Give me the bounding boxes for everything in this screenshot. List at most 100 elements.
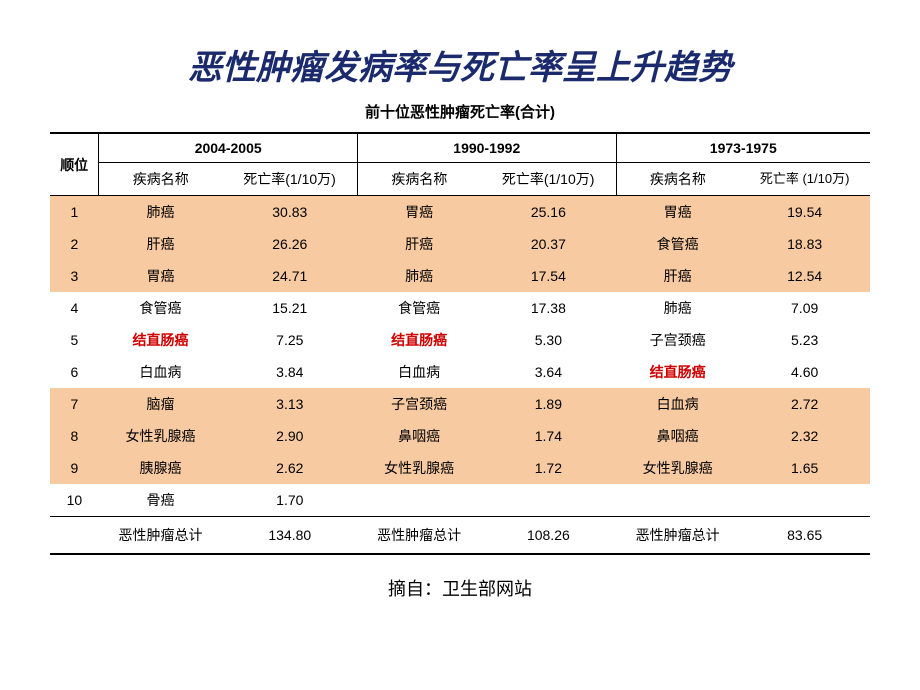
- cell-p2r: 1.65: [739, 452, 870, 484]
- total-blank: [50, 517, 99, 555]
- cell-p2n: 女性乳腺癌: [616, 452, 739, 484]
- cell-rank: 2: [50, 228, 99, 260]
- cell-rank: 3: [50, 260, 99, 292]
- table-header-row-cols: 疾病名称 死亡率(1/10万) 疾病名称 死亡率(1/10万) 疾病名称 死亡率…: [50, 163, 870, 196]
- cell-p0n: 脑瘤: [99, 388, 222, 420]
- cell-p0n: 食管癌: [99, 292, 222, 324]
- cell-p2n: 结直肠癌: [616, 356, 739, 388]
- table-row: 4食管癌15.21食管癌17.38肺癌7.09: [50, 292, 870, 324]
- col-name-0: 疾病名称: [99, 163, 222, 196]
- cell-p2n: 胃癌: [616, 196, 739, 229]
- cell-rank: 10: [50, 484, 99, 517]
- cell-p0r: 15.21: [222, 292, 357, 324]
- cell-p0r: 30.83: [222, 196, 357, 229]
- cell-p1n: 肝癌: [357, 228, 480, 260]
- total-row: 恶性肿瘤总计 134.80 恶性肿瘤总计 108.26 恶性肿瘤总计 83.65: [50, 517, 870, 555]
- cell-p1r: 17.38: [481, 292, 616, 324]
- table-row: 2肝癌26.26肝癌20.37食管癌18.83: [50, 228, 870, 260]
- cell-p2r: 5.23: [739, 324, 870, 356]
- col-rank: 顺位: [50, 133, 99, 196]
- cell-p0n: 肝癌: [99, 228, 222, 260]
- cell-p2r: 18.83: [739, 228, 870, 260]
- cell-rank: 9: [50, 452, 99, 484]
- period-1: 1990-1992: [357, 133, 616, 163]
- table-row: 8女性乳腺癌2.90鼻咽癌1.74鼻咽癌2.32: [50, 420, 870, 452]
- period-0: 2004-2005: [99, 133, 358, 163]
- cell-p1n: [357, 484, 480, 517]
- cell-p0r: 1.70: [222, 484, 357, 517]
- cell-p2n: [616, 484, 739, 517]
- cell-p1r: 1.72: [481, 452, 616, 484]
- cell-p2n: 白血病: [616, 388, 739, 420]
- table-row: 9胰腺癌2.62女性乳腺癌1.72女性乳腺癌1.65: [50, 452, 870, 484]
- cell-p1r: 1.89: [481, 388, 616, 420]
- cell-p0r: 7.25: [222, 324, 357, 356]
- col-name-1: 疾病名称: [357, 163, 480, 196]
- cell-p1n: 胃癌: [357, 196, 480, 229]
- table-body: 1肺癌30.83胃癌25.16胃癌19.542肝癌26.26肝癌20.37食管癌…: [50, 196, 870, 517]
- cell-p0n: 骨癌: [99, 484, 222, 517]
- table-header-row-periods: 顺位 2004-2005 1990-1992 1973-1975: [50, 133, 870, 163]
- col-name-2: 疾病名称: [616, 163, 739, 196]
- source-note: 摘自：卫生部网站: [50, 575, 870, 601]
- cell-rank: 6: [50, 356, 99, 388]
- cell-p1n: 白血病: [357, 356, 480, 388]
- cell-p2r: 12.54: [739, 260, 870, 292]
- cell-p0n: 结直肠癌: [99, 324, 222, 356]
- col-rate-2: 死亡率 (1/10万): [739, 163, 870, 196]
- cell-p2n: 鼻咽癌: [616, 420, 739, 452]
- cell-p1n: 鼻咽癌: [357, 420, 480, 452]
- cell-p0r: 26.26: [222, 228, 357, 260]
- cell-p2r: 7.09: [739, 292, 870, 324]
- cell-p1r: 17.54: [481, 260, 616, 292]
- cell-p0r: 2.90: [222, 420, 357, 452]
- cell-p1r: [481, 484, 616, 517]
- cell-p2r: 4.60: [739, 356, 870, 388]
- cancer-mortality-table: 顺位 2004-2005 1990-1992 1973-1975 疾病名称 死亡…: [50, 132, 870, 555]
- table-row: 5结直肠癌7.25结直肠癌5.30子宫颈癌5.23: [50, 324, 870, 356]
- cell-p1r: 25.16: [481, 196, 616, 229]
- table-row: 7脑瘤3.13子宫颈癌1.89白血病2.72: [50, 388, 870, 420]
- cell-p0n: 女性乳腺癌: [99, 420, 222, 452]
- cell-p2r: [739, 484, 870, 517]
- cell-p0r: 24.71: [222, 260, 357, 292]
- cell-p0r: 3.84: [222, 356, 357, 388]
- cell-p1n: 子宫颈癌: [357, 388, 480, 420]
- cell-p2n: 子宫颈癌: [616, 324, 739, 356]
- cell-p0n: 肺癌: [99, 196, 222, 229]
- cell-p0n: 白血病: [99, 356, 222, 388]
- table-row: 10骨癌1.70: [50, 484, 870, 517]
- page-subtitle: 前十位恶性肿瘤死亡率(合计): [50, 101, 870, 122]
- col-rate-1: 死亡率(1/10万): [481, 163, 616, 196]
- cell-rank: 8: [50, 420, 99, 452]
- cell-p1r: 5.30: [481, 324, 616, 356]
- cell-p0n: 胰腺癌: [99, 452, 222, 484]
- cell-p0n: 胃癌: [99, 260, 222, 292]
- cell-p1n: 肺癌: [357, 260, 480, 292]
- cell-rank: 7: [50, 388, 99, 420]
- cell-p0r: 3.13: [222, 388, 357, 420]
- total-label-0: 恶性肿瘤总计: [99, 517, 222, 555]
- cell-p1n: 食管癌: [357, 292, 480, 324]
- page-title: 恶性肿瘤发病率与死亡率呈上升趋势: [50, 40, 870, 89]
- cell-p0r: 2.62: [222, 452, 357, 484]
- cell-p1r: 20.37: [481, 228, 616, 260]
- cell-p2n: 肺癌: [616, 292, 739, 324]
- cell-p2r: 19.54: [739, 196, 870, 229]
- table-row: 1肺癌30.83胃癌25.16胃癌19.54: [50, 196, 870, 229]
- cell-p1r: 3.64: [481, 356, 616, 388]
- table-row: 3胃癌24.71肺癌17.54肝癌12.54: [50, 260, 870, 292]
- total-value-0: 134.80: [222, 517, 357, 555]
- cell-p2n: 肝癌: [616, 260, 739, 292]
- period-2: 1973-1975: [616, 133, 870, 163]
- table-row: 6白血病3.84白血病3.64结直肠癌4.60: [50, 356, 870, 388]
- col-rate-0: 死亡率(1/10万): [222, 163, 357, 196]
- total-label-2: 恶性肿瘤总计: [616, 517, 739, 555]
- cell-rank: 5: [50, 324, 99, 356]
- cell-p1n: 女性乳腺癌: [357, 452, 480, 484]
- cell-p2r: 2.32: [739, 420, 870, 452]
- cell-p1n: 结直肠癌: [357, 324, 480, 356]
- cell-rank: 1: [50, 196, 99, 229]
- cell-p1r: 1.74: [481, 420, 616, 452]
- cell-p2r: 2.72: [739, 388, 870, 420]
